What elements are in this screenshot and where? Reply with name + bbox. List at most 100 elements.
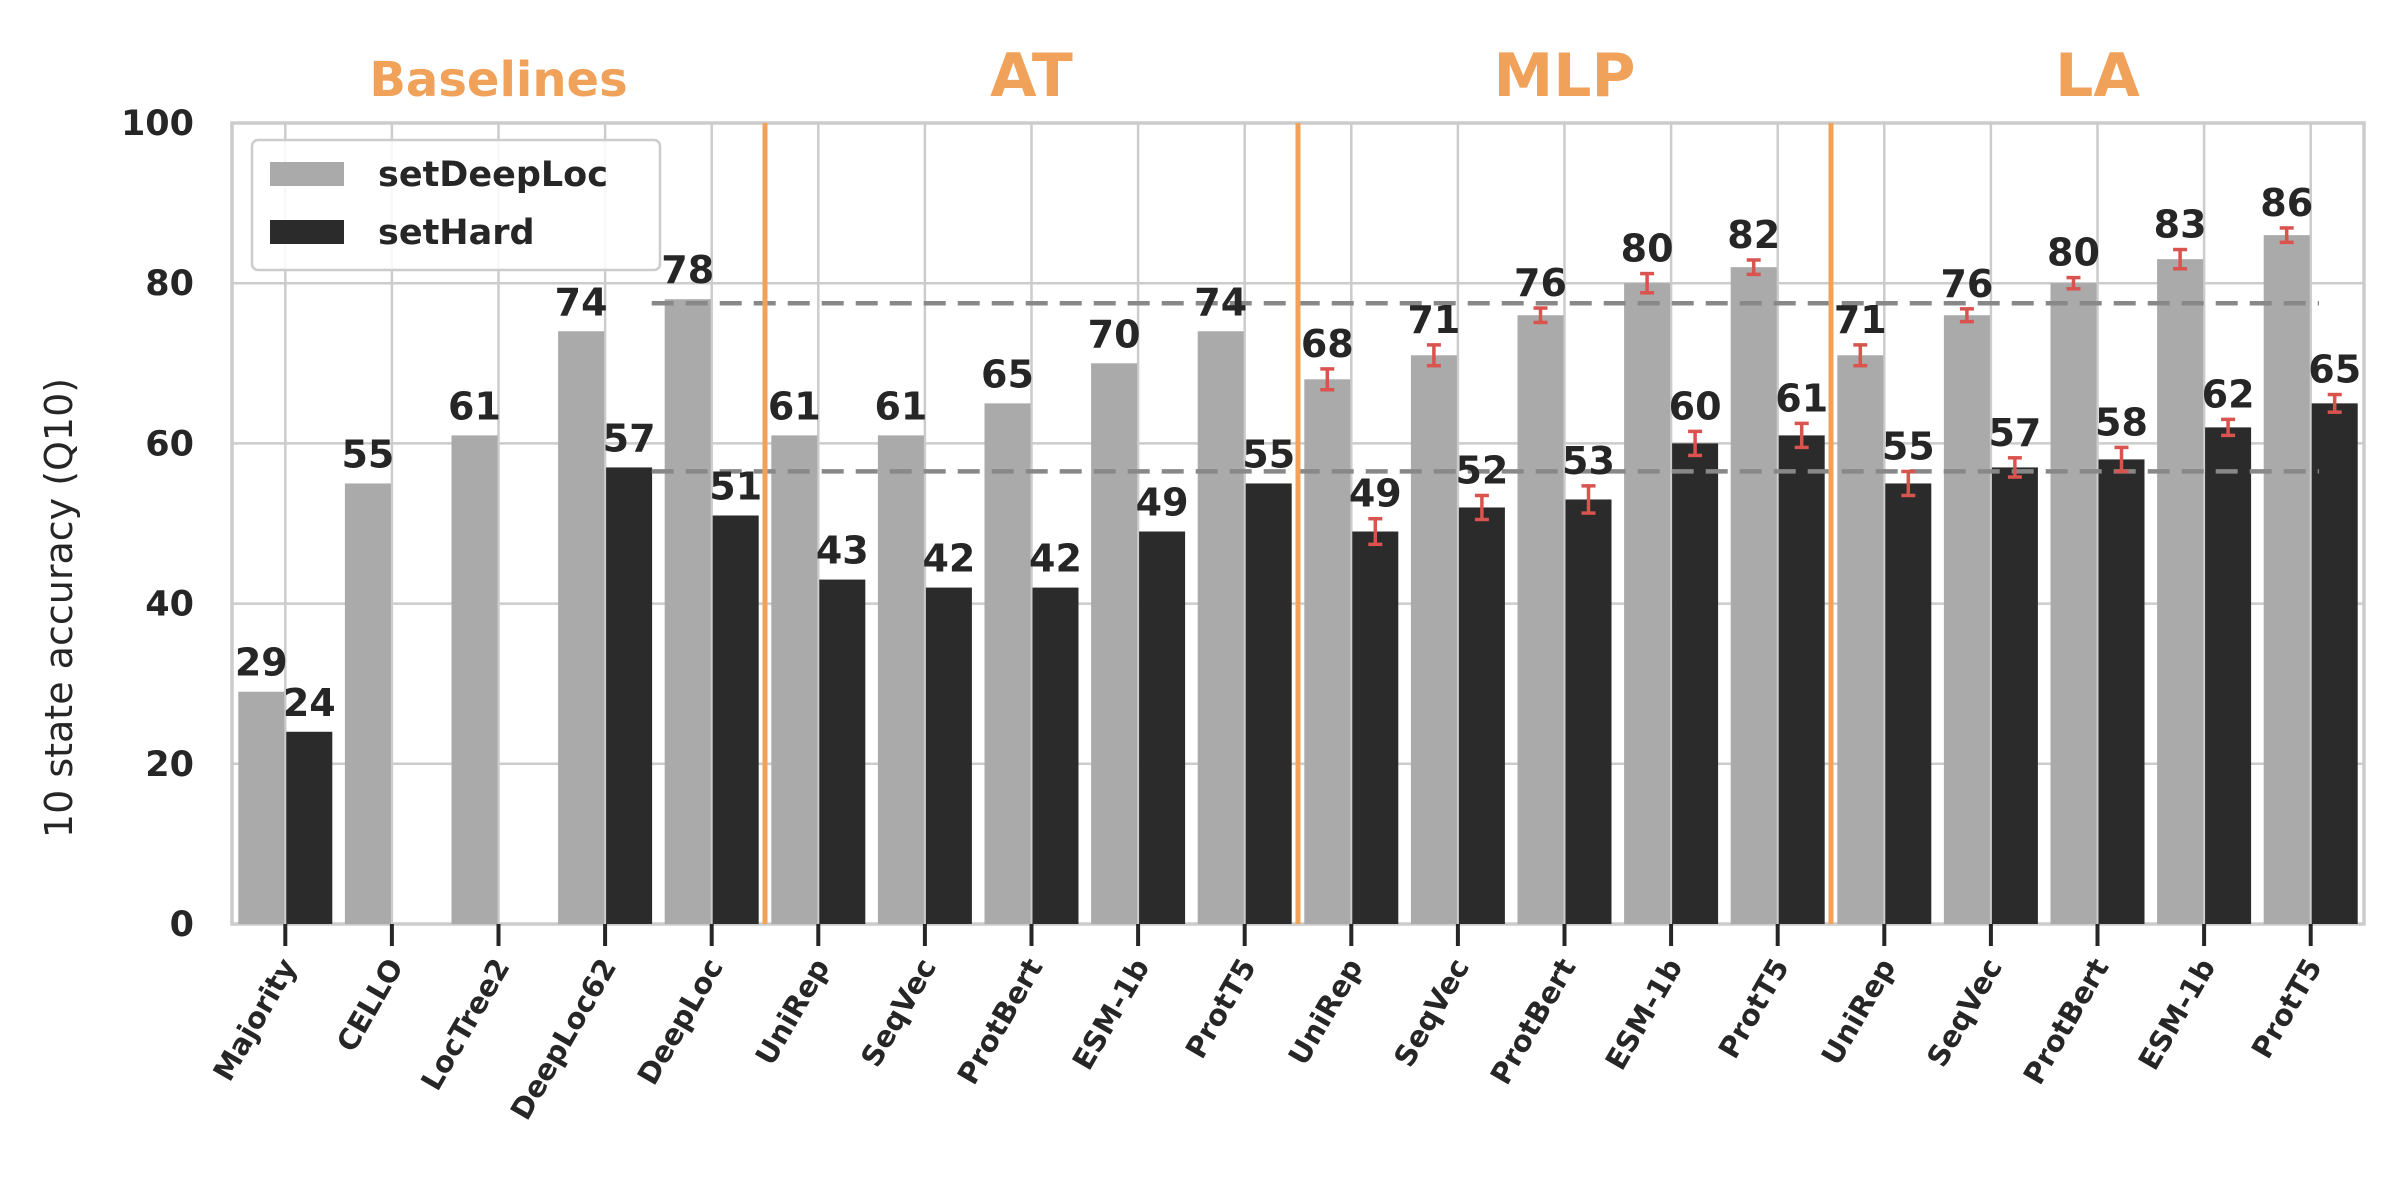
setDeepLoc-bar (1837, 355, 1884, 924)
error-bar (1640, 271, 1655, 295)
x-tick-label: CELLO (330, 953, 410, 1058)
data-label: 53 (1562, 439, 1615, 483)
x-tick-label: ProtT5 (2245, 953, 2329, 1065)
setDeepLoc-bar (1730, 267, 1777, 924)
setDeepLoc-bar (877, 435, 924, 924)
data-label: 55 (1882, 424, 1935, 468)
x-tick-label: ESM-1b (1065, 953, 1156, 1076)
error-bar (1959, 307, 1974, 324)
error-bar (1320, 367, 1335, 392)
data-label: 74 (1194, 280, 1247, 324)
y-tick-label: 80 (145, 264, 194, 304)
grid-layer (230, 121, 2366, 926)
data-label: 65 (2308, 348, 2361, 392)
x-tick-label: DeepLoc62 (504, 953, 624, 1126)
data-label: 78 (661, 248, 714, 292)
x-tick-label: ESM-1b (2131, 953, 2222, 1076)
y-tick-label: 0 (170, 905, 194, 945)
error-bar (1901, 469, 1916, 498)
error-bar (2066, 275, 2081, 291)
setDeepLoc-bar (2157, 259, 2204, 924)
data-label: 55 (341, 432, 394, 476)
data-label: 83 (2154, 203, 2207, 247)
x-tick-label: ProtT5 (1179, 953, 1263, 1065)
data-label: 86 (2260, 181, 2313, 225)
setDeepLoc-bar (2263, 235, 2310, 924)
x-tick-label: SeqVec (1387, 953, 1476, 1073)
data-label: 52 (1455, 448, 1508, 492)
data-label: 42 (922, 537, 975, 581)
setHard-legend-swatch (270, 220, 344, 244)
group-label: Baselines (369, 52, 627, 108)
data-label: 61 (1775, 376, 1828, 420)
setHard-bar (712, 515, 759, 924)
error-bar (1688, 429, 1703, 458)
data-label: 43 (816, 529, 869, 573)
setHard-bar (1245, 483, 1292, 924)
y-tick-label: 60 (145, 424, 194, 464)
setDeepLoc-bar (1197, 331, 1244, 924)
error-bar (1426, 343, 1441, 368)
setDeepLoc-bar (1517, 315, 1564, 924)
setDeepLoc-bar (1304, 379, 1351, 924)
data-label: 74 (555, 280, 608, 324)
error-bar (1853, 343, 1868, 368)
setHard-bar (286, 731, 333, 924)
data-label: 71 (1834, 298, 1887, 342)
setDeepLoc-bar (558, 331, 605, 924)
setHard-bar (1032, 587, 1079, 924)
y-axis-title: 10 state accuracy (Q10) (37, 378, 81, 838)
data-label: 71 (1407, 298, 1460, 342)
setDeepLoc-bar (344, 483, 391, 924)
setHard-bar (1778, 435, 1825, 924)
legend-box (250, 138, 662, 272)
x-tick-label: ProtBert (2016, 952, 2115, 1090)
x-tick-label: SeqVec (854, 953, 943, 1073)
x-tick-label: UniRep (748, 953, 836, 1071)
x-tick-label: ESM-1b (1598, 953, 1689, 1076)
setHard-bar (2311, 403, 2358, 925)
x-tick-label: ProtBert (1483, 952, 1582, 1090)
data-label: 76 (1514, 261, 1567, 305)
error-bar (2173, 247, 2188, 271)
setDeepLoc-bar (664, 299, 711, 925)
setHard-bar (1991, 467, 2038, 924)
x-tick-label: ProtBert (950, 952, 1049, 1090)
data-label: 58 (2095, 400, 2148, 444)
setHard-bar (1352, 531, 1399, 924)
setDeepLoc-bar (1624, 283, 1671, 924)
legend: setDeepLoc setHard (250, 138, 662, 272)
error-bar (1581, 484, 1596, 515)
data-label: 49 (1136, 481, 1189, 525)
data-label: 55 (1242, 432, 1295, 476)
data-label: 42 (1029, 537, 1082, 581)
y-tick-label: 100 (121, 104, 194, 144)
setHard-bar (2205, 427, 2252, 924)
data-label: 60 (1669, 384, 1722, 428)
data-label: 70 (1088, 312, 1141, 356)
data-label: 61 (448, 384, 501, 428)
data-label: 61 (768, 384, 821, 428)
error-bar (1794, 421, 1809, 450)
setHard-bar (925, 587, 972, 924)
error-bar (1746, 258, 1761, 277)
group-label: MLP (1494, 41, 1636, 111)
setDeepLoc-bar (238, 691, 285, 924)
data-label: 49 (1349, 472, 1402, 516)
error-bar (1368, 516, 1383, 547)
error-bar (2114, 445, 2129, 474)
setHard-bar (1565, 499, 1612, 924)
overlay-layer (651, 123, 2342, 924)
setDeepLoc-bar (771, 435, 818, 924)
error-bar (2279, 226, 2294, 245)
legend-entry: setDeepLoc (378, 155, 608, 195)
x-tick-label: UniRep (1814, 953, 1902, 1071)
data-label: 57 (1988, 411, 2041, 455)
data-label: 24 (283, 681, 336, 725)
data-label: 62 (2202, 372, 2255, 416)
error-bar (2327, 392, 2342, 414)
error-bar (2221, 417, 2236, 438)
data-label: 80 (1621, 227, 1674, 271)
x-tick-label: DeepLoc (630, 953, 729, 1091)
data-label: 80 (2047, 231, 2100, 275)
